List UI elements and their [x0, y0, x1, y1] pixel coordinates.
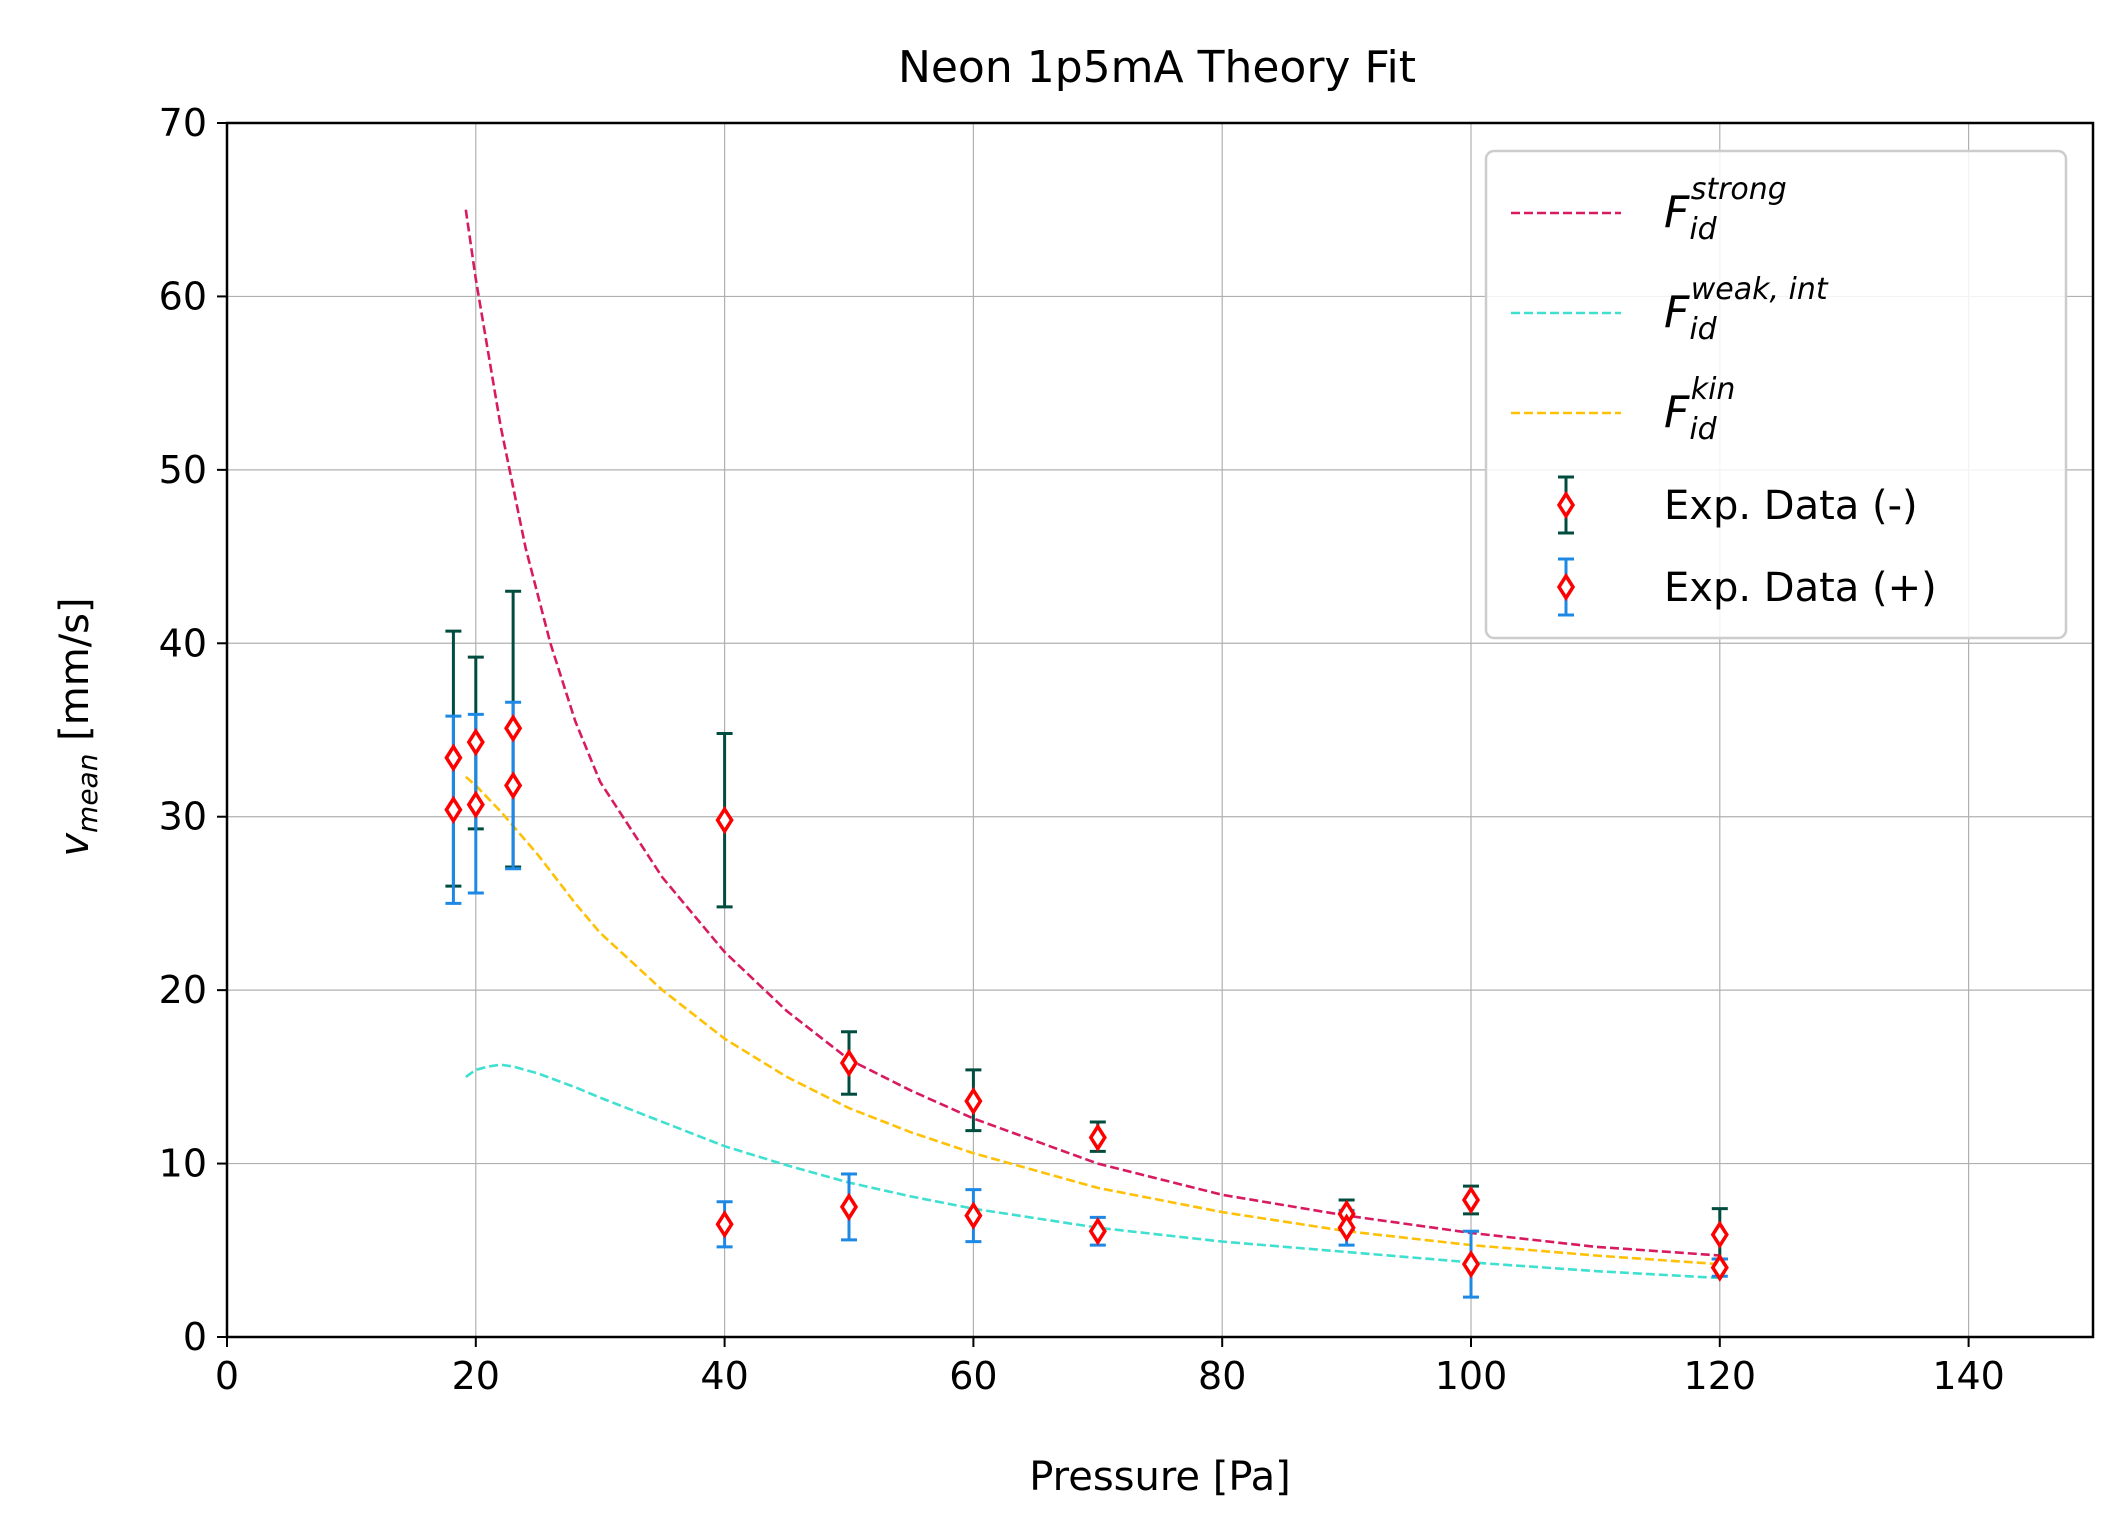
axis-ticks: 0 20 40 60 80 100 120 140 0 10 20 30 40 50 60 70	[159, 101, 2005, 1398]
data-point	[964, 1086, 983, 1116]
x-tick-label: 120	[1684, 1354, 1757, 1398]
data-point	[964, 1201, 983, 1230]
y-tick-label: 40	[159, 621, 207, 665]
legend-label-series: Exp. Data (+)	[1664, 565, 1937, 611]
legend-label-series: Exp. Data (-)	[1664, 483, 1918, 529]
data-point	[1337, 1213, 1356, 1242]
x-tick-label: 0	[215, 1354, 239, 1398]
x-tick-label: 20	[452, 1354, 500, 1398]
y-tick-label: 70	[159, 101, 207, 145]
y-tick-label: 0	[183, 1315, 207, 1359]
x-axis-label: Pressure [Pa]	[1029, 1454, 1291, 1500]
data-point	[444, 795, 463, 825]
legend-label-kin: Fidkin	[1664, 372, 1735, 447]
legend-marker	[1556, 572, 1576, 602]
data-point	[504, 771, 523, 800]
data-point	[1710, 1253, 1729, 1282]
y-tick-label: 60	[159, 274, 207, 318]
data-point	[715, 1210, 734, 1239]
legend-label-strong: Fidstrong	[1664, 172, 1787, 247]
x-tick-label: 60	[949, 1354, 997, 1398]
y-tick-label: 50	[159, 448, 207, 492]
legend: Fidstrong Fidweak, int Fidkin Exp. Data (-)…	[1484, 149, 2068, 640]
curve-kin	[464, 775, 1720, 1266]
legend-label-weak_int: Fidweak, int	[1664, 272, 1829, 347]
data-point	[1710, 1220, 1729, 1249]
data-point	[839, 1048, 859, 1078]
data-markers	[444, 714, 1729, 1282]
y-tick-label: 10	[159, 1142, 207, 1186]
data-point	[1461, 1185, 1481, 1215]
data-point	[1088, 1123, 1107, 1152]
legend-box	[1484, 149, 2068, 640]
data-point	[715, 805, 734, 835]
chart-title: Neon 1p5mA Theory Fit	[898, 42, 1416, 93]
legend-marker	[1556, 490, 1576, 520]
data-point	[504, 714, 523, 743]
data-point	[1461, 1249, 1481, 1279]
data-point	[839, 1192, 859, 1222]
y-tick-label: 20	[159, 968, 207, 1012]
x-tick-label: 100	[1435, 1354, 1508, 1398]
y-tick-label: 30	[159, 795, 207, 839]
plot-frame	[225, 121, 2095, 1339]
grid-lines	[227, 123, 2093, 1337]
y-axis-label: vmean [mm/s]	[52, 597, 104, 856]
data-point	[1088, 1216, 1107, 1246]
curve-weak_int	[465, 1063, 1720, 1280]
x-tick-label: 40	[700, 1354, 748, 1398]
data-point	[466, 727, 485, 757]
data-point	[444, 743, 463, 773]
data-point	[466, 790, 485, 819]
x-tick-label: 80	[1198, 1354, 1246, 1398]
x-tick-label: 140	[1932, 1354, 2005, 1398]
